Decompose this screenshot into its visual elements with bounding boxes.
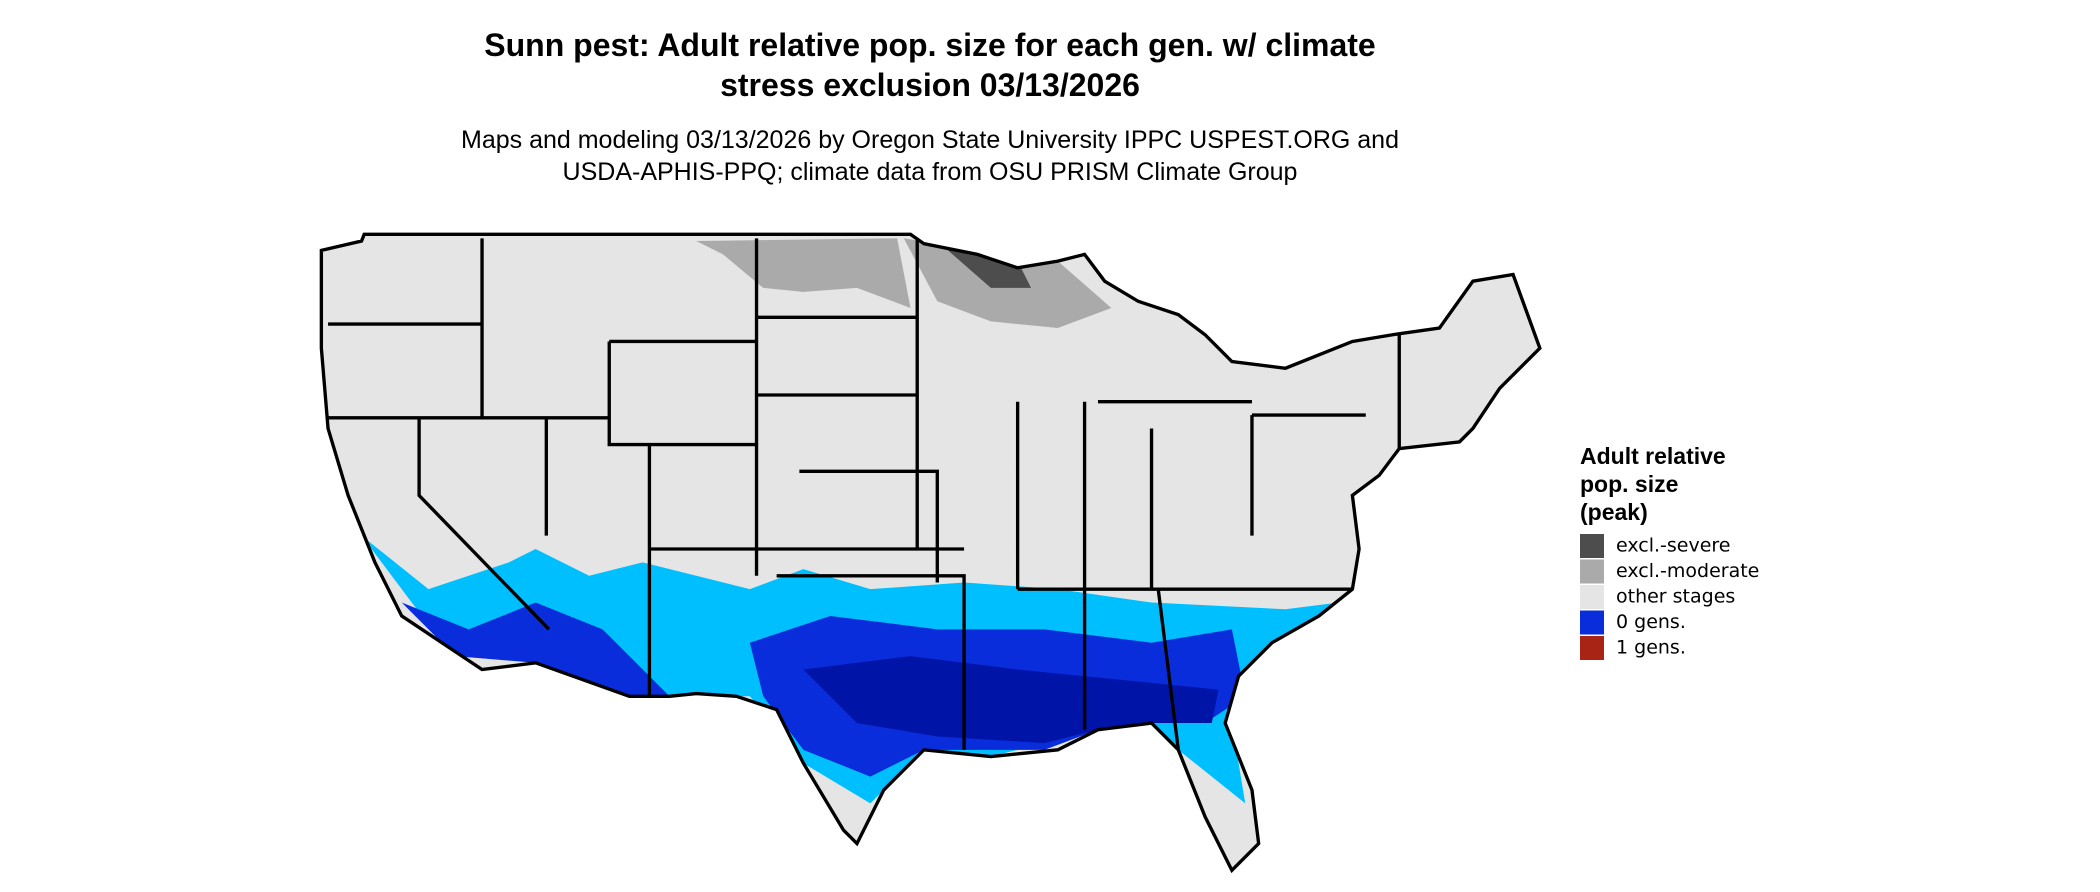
legend-label: excl.-severe	[1616, 535, 1731, 557]
legend-label: other stages	[1616, 586, 1735, 608]
zone-deep	[803, 656, 1219, 744]
legend-title-line: (peak)	[1580, 499, 1648, 525]
zone-moderate	[696, 238, 911, 308]
legend-title-line: pop. size	[1580, 471, 1678, 497]
legend-title-line: Adult relative	[1580, 443, 1726, 469]
map	[319, 232, 1542, 873]
legend-label: 1 gens.	[1616, 637, 1686, 659]
title-line: Sunn pest: Adult relative pop. size for …	[484, 27, 1375, 63]
subtitle-line: USDA-APHIS-PPQ; climate data from OSU PR…	[563, 158, 1298, 186]
legend-label: 0 gens.	[1616, 611, 1686, 633]
zones	[361, 238, 1339, 804]
legend-swatch	[1580, 585, 1604, 609]
title-line: stress exclusion 03/13/2026	[720, 67, 1140, 103]
legend-swatch	[1580, 636, 1604, 660]
legend-swatch	[1580, 610, 1604, 635]
legend-label: excl.-moderate	[1616, 560, 1759, 582]
subtitle-line: Maps and modeling 03/13/2026 by Oregon S…	[461, 126, 1399, 154]
legend-swatch	[1580, 559, 1604, 584]
borders	[319, 232, 1542, 873]
legend-swatch	[1580, 534, 1604, 558]
